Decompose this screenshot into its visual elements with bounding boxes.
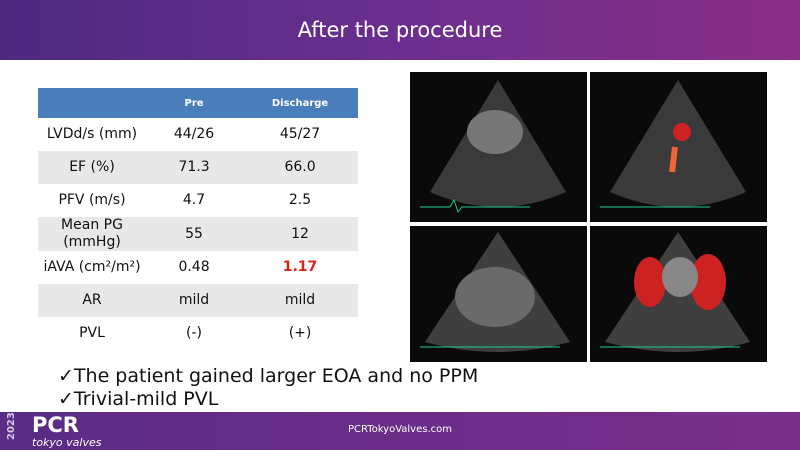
table-row: PVL (-) (+) [38,317,358,350]
footer-bar: 2023 PCR tokyo valves PCRTokyoValves.com [0,412,800,450]
echo-images [410,72,767,362]
table-cell: 66.0 [242,151,358,184]
table-row: LVDd/s (mm) 44/26 45/27 [38,118,358,151]
table-row: AR mild mild [38,284,358,317]
bullet: ✓The patient gained larger EOA and no PP… [58,365,479,387]
data-table: Pre Discharge LVDd/s (mm) 44/26 45/27 EF (%)… [38,88,358,350]
echo-panel [590,72,767,222]
table-cell: Mean PG (mmHg) [38,217,146,251]
echo-panel [410,226,587,362]
table-row: Mean PG (mmHg) 55 12 [38,217,358,251]
table-cell: (+) [242,317,358,350]
table-cell: (-) [146,317,243,350]
table-cell: PVL [38,317,146,350]
table-cell: 0.48 [146,251,243,284]
table-cell: 4.7 [146,184,243,217]
header-cell: Pre [146,88,243,118]
table-cell: LVDd/s (mm) [38,118,146,151]
table-cell: iAVA (cm²/m²) [38,251,146,284]
table-cell: 12 [242,217,358,251]
table-cell: PFV (m/s) [38,184,146,217]
table-row: PFV (m/s) 4.7 2.5 [38,184,358,217]
header-cell: Discharge [242,88,358,118]
table-cell: 45/27 [242,118,358,151]
url: PCRTokyoValves.com [347,424,453,435]
table-cell: 2.5 [242,184,358,217]
echo-panel [590,226,767,362]
subbrand: tokyo valves [32,436,102,449]
table-cell: EF (%) [38,151,146,184]
table-cell: 71.3 [146,151,243,184]
table-row: iAVA (cm²/m²) 0.48 1.17 [38,251,358,284]
bullet: ✓Trivial-mild PVL [58,388,219,410]
table-cell: AR [38,284,146,317]
echo-panel [410,72,587,222]
table-cell: 55 [146,217,243,251]
table-cell: mild [146,284,243,317]
title-bar: After the procedure [0,0,800,60]
table-cell: 1.17 [242,251,358,284]
title: After the procedure [297,18,503,42]
brand: PCR [32,413,79,437]
header-cell [38,88,146,118]
table-cell: mild [242,284,358,317]
table-row: EF (%) 71.3 66.0 [38,151,358,184]
table-cell: 44/26 [146,118,243,151]
